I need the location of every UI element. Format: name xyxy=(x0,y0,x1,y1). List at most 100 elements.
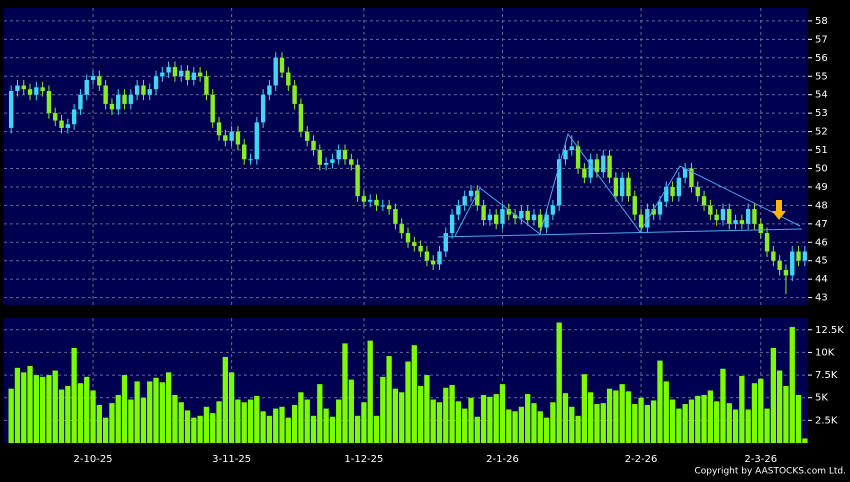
candle-body xyxy=(399,223,404,234)
candle-body xyxy=(34,87,39,95)
volume-bar xyxy=(588,392,594,443)
volume-bar xyxy=(273,408,279,443)
x-tick-label: 2-10-25 xyxy=(74,454,113,465)
candle-body xyxy=(676,177,682,197)
volume-bar xyxy=(651,400,657,443)
volume-bar xyxy=(619,384,625,443)
candle-body xyxy=(701,196,707,206)
volume-bar xyxy=(84,376,90,443)
candle-body xyxy=(166,67,171,73)
candle-body xyxy=(531,214,537,221)
volume-bar xyxy=(569,406,575,443)
volume-bar xyxy=(493,394,499,443)
candle-body xyxy=(475,190,480,206)
volume-bar xyxy=(751,383,758,443)
volume-bar xyxy=(789,327,795,443)
volume-bar xyxy=(8,388,14,443)
candle-body xyxy=(128,94,134,104)
volume-bar xyxy=(361,402,367,443)
volume-bar xyxy=(71,347,77,443)
volume-bar xyxy=(707,390,714,443)
volume-bar xyxy=(52,370,58,443)
candle-body xyxy=(771,251,776,261)
candle-body xyxy=(134,85,140,95)
volume-bar xyxy=(336,399,342,443)
volume-bar xyxy=(676,408,682,443)
candle-body xyxy=(695,186,700,197)
volume-bar xyxy=(27,366,33,443)
volume-bar xyxy=(518,406,525,443)
candle-body xyxy=(506,209,511,215)
candle-body xyxy=(418,245,423,252)
volume-bar xyxy=(449,385,455,443)
volume-bar xyxy=(512,411,518,443)
volume-bar xyxy=(606,388,613,443)
candle-body xyxy=(670,186,675,197)
candle-body xyxy=(563,150,568,160)
candle-body xyxy=(172,67,178,77)
volume-bar xyxy=(550,402,556,443)
candle-body xyxy=(235,131,241,145)
candle-body xyxy=(468,190,474,197)
x-tick-label: 3-11-25 xyxy=(212,454,251,465)
volume-bar xyxy=(764,408,770,443)
volume-bar xyxy=(386,356,392,443)
volume-bar xyxy=(594,404,600,443)
volume-bar xyxy=(329,416,336,443)
volume-bar xyxy=(525,394,531,443)
candle-body xyxy=(27,89,33,95)
candle-body xyxy=(393,209,398,224)
volume-bar xyxy=(222,356,228,443)
candle-body xyxy=(493,214,499,224)
candle-body xyxy=(556,159,562,206)
candle-body xyxy=(197,72,203,77)
candle-body xyxy=(430,260,436,265)
candle-body xyxy=(317,150,323,165)
candle-body xyxy=(242,144,247,160)
volume-bar xyxy=(777,370,783,443)
volume-bar xyxy=(279,406,285,443)
candle-body xyxy=(122,94,127,104)
y-tick-label: 51 xyxy=(815,145,828,156)
candle-body xyxy=(46,91,52,114)
volume-bar xyxy=(657,360,663,443)
volume-bar xyxy=(39,376,46,443)
candle-body xyxy=(368,199,373,202)
y-tick-label: 50 xyxy=(815,163,828,174)
volume-bar xyxy=(285,417,291,443)
candle-body xyxy=(733,220,738,224)
candle-body xyxy=(342,150,348,160)
volume-bar xyxy=(367,340,373,443)
volume-bar xyxy=(405,361,411,443)
candle-body xyxy=(223,135,228,141)
volume-bar xyxy=(121,375,128,443)
candle-body xyxy=(682,168,688,178)
volume-bar xyxy=(726,403,732,443)
volume-bar xyxy=(348,379,354,443)
volume-bar xyxy=(613,390,619,443)
candle-body xyxy=(273,57,278,86)
candle-body xyxy=(550,205,556,215)
candle-body xyxy=(254,122,260,160)
volume-bar xyxy=(254,395,260,443)
volume-bar xyxy=(739,375,745,443)
candle-body xyxy=(412,242,417,246)
volume-bar xyxy=(228,372,235,443)
y-tick-label: 53 xyxy=(815,108,828,119)
candle-body xyxy=(790,251,795,276)
candle-body xyxy=(191,72,197,80)
candle-body xyxy=(153,76,159,90)
candle-body xyxy=(97,76,102,86)
volume-bar xyxy=(304,399,310,443)
candle-body xyxy=(651,209,656,215)
volume-bar xyxy=(354,415,361,443)
volume-bar xyxy=(266,415,273,443)
volume-bar xyxy=(172,394,178,443)
volume-bar xyxy=(581,374,588,443)
volume-bar xyxy=(14,367,21,443)
candle-body xyxy=(71,109,77,125)
candle-body xyxy=(588,159,593,178)
candle-body xyxy=(689,168,694,187)
volume-bar xyxy=(140,397,147,443)
